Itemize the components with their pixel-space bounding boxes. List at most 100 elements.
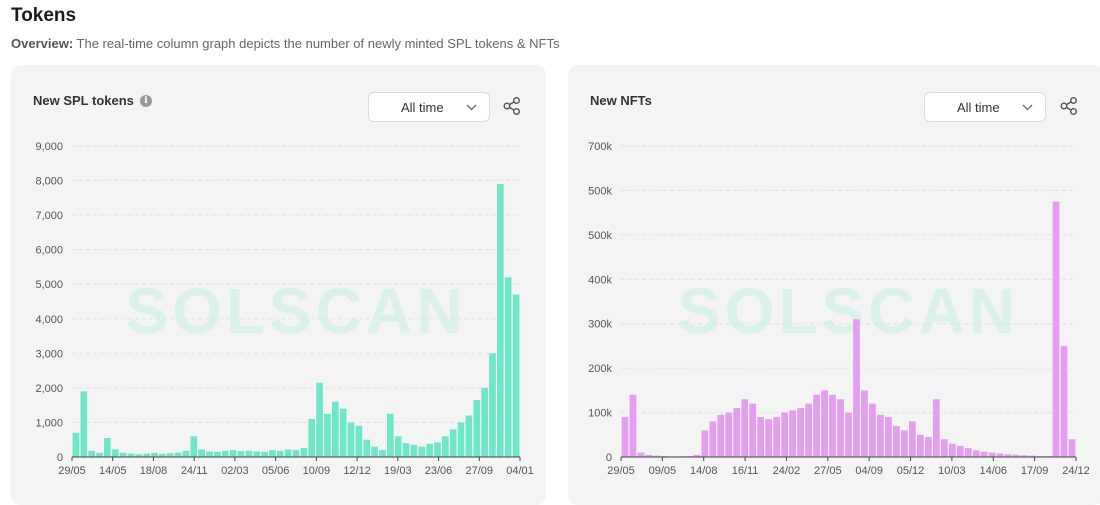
nft-bar bbox=[749, 403, 757, 457]
x-tick-label: 05/06 bbox=[262, 465, 290, 477]
spl-bar bbox=[355, 425, 363, 457]
spl-bar bbox=[292, 450, 300, 457]
spl-bar bbox=[473, 399, 481, 457]
spl-bar bbox=[457, 422, 465, 457]
nft-bar bbox=[637, 452, 645, 457]
nft-bar bbox=[1060, 345, 1068, 457]
spl-bar bbox=[394, 436, 402, 457]
spl-bar bbox=[276, 450, 284, 457]
spl-bar bbox=[497, 184, 504, 457]
spl-bar bbox=[512, 294, 520, 457]
share-icon[interactable] bbox=[502, 96, 522, 116]
nft-bar bbox=[1068, 439, 1076, 457]
nfts-title-text: New NFTs bbox=[590, 93, 652, 108]
nft-bar bbox=[781, 412, 789, 457]
x-tick-label: 17/09 bbox=[1021, 465, 1049, 477]
x-tick-label: 10/03 bbox=[938, 465, 966, 477]
nft-bar bbox=[861, 390, 868, 457]
nft-bar bbox=[1052, 201, 1060, 457]
spl-bar bbox=[166, 453, 174, 457]
nft-bar bbox=[980, 451, 988, 457]
spl-bar bbox=[269, 450, 276, 457]
spl-tokens-range-value: All time bbox=[401, 100, 444, 115]
y-tick-label: 3,000 bbox=[35, 348, 63, 360]
nft-bar bbox=[1004, 454, 1012, 457]
spl-bar bbox=[221, 450, 229, 457]
x-tick-label: 19/03 bbox=[384, 465, 412, 477]
x-tick-label: 16/11 bbox=[732, 465, 759, 477]
nft-bar bbox=[693, 454, 701, 457]
spl-bar bbox=[379, 450, 386, 457]
info-icon[interactable]: i bbox=[139, 94, 152, 107]
spl-bar bbox=[426, 443, 433, 457]
y-tick-label: 100k bbox=[588, 408, 612, 420]
spl-bar bbox=[135, 454, 143, 457]
spl-bar bbox=[111, 449, 119, 457]
overview-text: Overview: The real-time column graph dep… bbox=[11, 36, 559, 51]
spl-bar bbox=[324, 413, 331, 457]
nfts-range-select[interactable]: All time bbox=[924, 92, 1046, 122]
nft-bar bbox=[988, 452, 996, 457]
x-tick-label: 18/08 bbox=[140, 465, 168, 477]
spl-bar bbox=[229, 450, 237, 457]
x-tick-label: 14/05 bbox=[99, 465, 127, 477]
nft-bar bbox=[893, 425, 900, 457]
x-tick-label: 29/05 bbox=[607, 465, 635, 477]
x-tick-label: 04/09 bbox=[855, 465, 883, 477]
y-tick-label: 700k bbox=[588, 141, 612, 153]
x-tick-label: 05/12 bbox=[897, 465, 925, 477]
nfts-card-title: New NFTs bbox=[590, 93, 652, 108]
spl-tokens-range-select[interactable]: All time bbox=[368, 92, 490, 122]
spl-bar bbox=[402, 443, 410, 457]
nft-bar bbox=[924, 437, 932, 457]
y-tick-label: 8,000 bbox=[35, 176, 63, 188]
nft-bar bbox=[964, 448, 972, 457]
nft-bar bbox=[709, 421, 717, 457]
y-tick-label: 400k bbox=[588, 274, 612, 286]
y-tick-label: 200k bbox=[588, 363, 612, 375]
spl-bar bbox=[386, 413, 394, 457]
watermark-text: SOLSCAN bbox=[678, 275, 1019, 347]
spl-tokens-card-title: New SPL tokens i bbox=[33, 93, 152, 108]
y-tick-label: 300k bbox=[588, 319, 612, 331]
spl-bar bbox=[449, 429, 457, 457]
x-tick-label: 12/12 bbox=[343, 465, 371, 477]
nft-bar bbox=[725, 412, 733, 457]
nft-bar bbox=[789, 410, 797, 457]
share-icon[interactable] bbox=[1059, 96, 1079, 116]
spl-bar bbox=[214, 451, 221, 457]
x-tick-label: 27/09 bbox=[466, 465, 494, 477]
nft-bar bbox=[701, 430, 709, 457]
nft-bar bbox=[853, 319, 860, 457]
spl-bar bbox=[237, 451, 245, 457]
spl-bar bbox=[174, 452, 182, 457]
y-tick-label: 0 bbox=[606, 452, 612, 464]
nft-bar bbox=[948, 443, 956, 457]
spl-bar bbox=[489, 353, 496, 457]
nft-bar bbox=[813, 394, 820, 457]
y-tick-label: 7,000 bbox=[35, 210, 63, 222]
spl-bar bbox=[206, 451, 213, 457]
spl-bar bbox=[80, 391, 88, 457]
spl-bar bbox=[410, 444, 418, 457]
x-tick-label: 29/05 bbox=[58, 465, 86, 477]
page-title: Tokens bbox=[11, 5, 77, 26]
spl-bar bbox=[190, 436, 198, 457]
y-tick-label: 9,000 bbox=[35, 141, 63, 153]
nft-bar bbox=[900, 430, 908, 457]
spl-bar bbox=[284, 449, 292, 457]
nft-bar bbox=[653, 455, 661, 457]
spl-bar bbox=[104, 437, 111, 457]
nft-bar bbox=[1028, 455, 1036, 457]
x-tick-label: 14/08 bbox=[690, 465, 718, 477]
x-tick-label: 04/01 bbox=[506, 465, 534, 477]
x-tick-label: 24/11 bbox=[181, 465, 208, 477]
spl-bar bbox=[504, 277, 512, 457]
nft-bar bbox=[837, 399, 844, 457]
x-tick-label: 24/02 bbox=[773, 465, 801, 477]
x-tick-label: 02/03 bbox=[221, 465, 249, 477]
nft-bar bbox=[916, 434, 924, 457]
nft-bar bbox=[869, 403, 876, 457]
nft-bar bbox=[885, 417, 892, 457]
x-tick-label: 14/06 bbox=[980, 465, 1008, 477]
